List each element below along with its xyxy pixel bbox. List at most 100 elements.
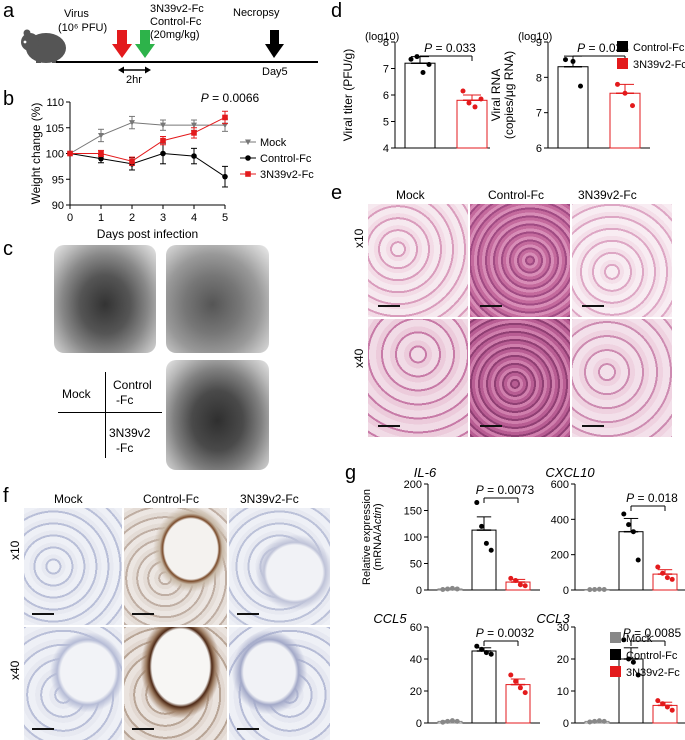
data-point <box>466 100 472 106</box>
legend-swatch <box>617 58 628 69</box>
panel-label-a: a <box>3 0 15 22</box>
y-tick-label: 40 <box>410 654 422 666</box>
ct-image-3n39v2-fc <box>166 360 269 470</box>
data-point <box>460 88 466 94</box>
data-point <box>222 173 228 180</box>
scale-label: (log10) <box>518 31 552 43</box>
bar-3n39v2-fc <box>609 92 641 149</box>
data-point <box>522 690 528 696</box>
scale-label: (log10) <box>365 31 399 43</box>
ihc-image-mock-x40 <box>24 627 122 740</box>
ihc-image-3n39v2-x10 <box>229 508 330 625</box>
data-point <box>454 586 460 592</box>
he-image-control-x40 <box>470 319 570 437</box>
ihc-row-x10: x10 <box>8 540 22 560</box>
data-point <box>440 719 446 725</box>
data-point <box>522 583 528 589</box>
data-point <box>630 659 636 665</box>
panel-label-c: c <box>3 238 13 260</box>
data-point <box>160 122 166 129</box>
treatment-label-3: (20mg/kg) <box>150 29 200 41</box>
cxcl10-chart: 0 200 400 600 P = 0.018 CXCL10 <box>545 465 685 597</box>
ct-row-3n39v2-l1: 3N39v2 <box>109 426 151 440</box>
bar-3n39v2-fc <box>456 99 488 149</box>
data-point <box>655 564 661 570</box>
legend-label: Control-Fc <box>260 153 312 165</box>
interval-arrow <box>118 66 151 74</box>
y-tick-label: 110 <box>46 97 64 109</box>
y-tick-label: 5 <box>383 117 389 129</box>
data-point <box>592 718 598 724</box>
y-tick-label: 105 <box>46 123 64 135</box>
y-tick-label: 4 <box>383 143 389 155</box>
y-axis-label-line2: (mRNA/Actin) <box>372 503 384 570</box>
data-point <box>563 57 568 63</box>
legend-swatch <box>617 41 628 52</box>
data-point <box>426 62 432 68</box>
legend-marker <box>245 171 251 177</box>
legend-label: 3N39v2-Fc <box>633 59 685 71</box>
data-point <box>587 587 593 593</box>
chart-title: CCL5 <box>373 611 407 626</box>
legend-swatch <box>610 666 621 677</box>
ihc-image-3n39v2-x40 <box>229 627 330 740</box>
y-tick-label: 50 <box>410 559 422 571</box>
data-point <box>596 586 602 592</box>
data-point <box>513 678 519 684</box>
x-tick-label: 1 <box>98 212 104 224</box>
ct-image-mock <box>54 245 156 353</box>
ihc-image-mock-x10 <box>24 508 122 625</box>
ihc-image-control-x10 <box>124 508 227 625</box>
necropsy-arrow <box>265 30 284 58</box>
y-tick-label: 60 <box>410 622 422 634</box>
x-tick-label: 3 <box>160 212 166 224</box>
y-tick-label: 0 <box>563 718 569 730</box>
data-point <box>635 672 641 678</box>
necropsy-label: Necropsy <box>233 7 280 19</box>
he-image-3n39v2-x10 <box>572 204 672 317</box>
data-point <box>478 96 484 102</box>
bar-3n39v2-fc <box>505 684 531 724</box>
y-tick-label: 200 <box>551 550 569 562</box>
y-tick-label: 90 <box>52 200 64 212</box>
y-tick-label: 8 <box>536 72 542 84</box>
p-value-annotation: P = 0.033 <box>424 41 476 55</box>
data-point <box>615 81 620 87</box>
data-point <box>626 522 632 528</box>
data-point <box>626 656 632 662</box>
x-tick-label: 0 <box>67 212 73 224</box>
data-point <box>596 718 602 724</box>
y-axis-label: Weight change (%) <box>29 103 43 205</box>
panel-label-g: g <box>345 462 357 484</box>
he-image-mock-x10 <box>368 204 468 317</box>
viral-titer-chart: 4 5 6 7 8 P = 0.033 (log10) Viral titer (PFU/g) <box>341 31 490 155</box>
ct-grid-vline <box>105 372 106 458</box>
data-point <box>440 586 446 592</box>
data-point <box>570 58 576 64</box>
ct-grid-hline <box>58 412 162 413</box>
data-point <box>472 104 478 110</box>
y-tick-label: 20 <box>557 654 569 666</box>
ct-image-control-fc <box>166 245 269 353</box>
he-row-x40: x40 <box>352 348 366 368</box>
chart-title: CCL3 <box>536 611 570 626</box>
data-point <box>664 704 670 710</box>
legend-label: Control-Fc <box>626 650 678 662</box>
data-point <box>129 158 135 165</box>
panel-label-f: f <box>3 485 9 507</box>
y-tick-label: 30 <box>557 622 569 634</box>
hamster-icon <box>21 29 66 63</box>
y-tick-label: 10 <box>557 686 569 698</box>
treatment-arrow <box>135 30 155 58</box>
data-point <box>483 650 489 656</box>
he-image-3n39v2-x40 <box>572 319 672 437</box>
data-point <box>98 132 104 139</box>
data-point <box>621 511 627 517</box>
ihc-row-x40: x40 <box>8 660 22 680</box>
data-point <box>669 707 675 713</box>
virus-dose-label: (10⁶ PFU) <box>58 22 108 34</box>
ct-col-control-l1: Control <box>113 378 152 392</box>
he-row-x10: x10 <box>352 228 366 248</box>
data-point <box>621 637 627 643</box>
